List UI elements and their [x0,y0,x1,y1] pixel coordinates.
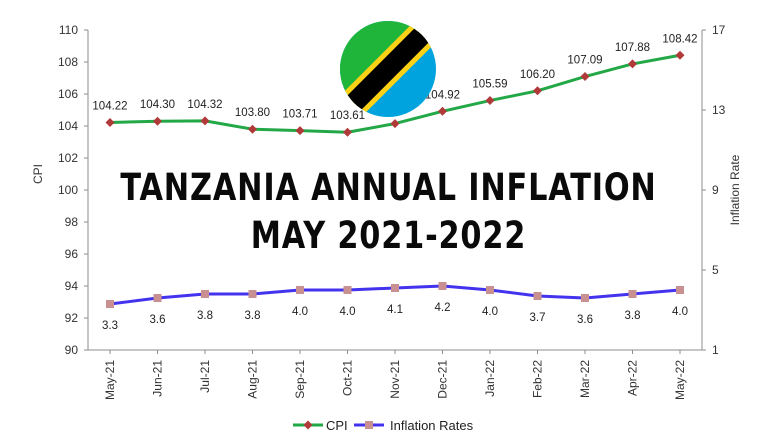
cpi-point [105,117,115,127]
chart-axes [84,29,706,354]
y-tick-label: 92 [65,311,79,325]
cpi-data-label: 104.92 [425,89,460,101]
y-tick-label: 90 [65,343,79,357]
x-tick-label: Dec-21 [436,360,450,399]
inflation-data-label: 3.8 [197,310,213,322]
cpi-data-label: 107.88 [615,42,650,54]
y2-tick-label: 13 [712,103,726,117]
cpi-data-label: 103.61 [330,110,365,122]
cpi-point [628,59,637,69]
inflation-point [581,294,589,302]
x-tick-label: Apr-22 [626,360,640,396]
inflation-point [153,294,162,302]
x-tick-label: May-22 [673,360,687,400]
cpi-point [675,50,685,60]
inflation-data-label: 3.7 [530,312,546,324]
y-tick-label: 106 [58,87,78,101]
inflation-point [296,286,304,294]
cpi-point [580,72,590,82]
x-tick-label: Jun-21 [151,360,165,397]
x-tick-label: Feb-22 [531,360,545,398]
y-tick-label: 96 [65,247,79,261]
y-tick-label: 108 [58,55,78,69]
y-tick-label: 98 [65,215,79,229]
cpi-data-label: 103.71 [282,109,317,121]
inflation-data-label: 4.2 [435,302,451,314]
inflation-point [343,286,352,294]
cpi-data-label: 104.32 [187,99,222,111]
cpi-data-label: 104.22 [92,100,127,112]
inflation-data-label: 3.8 [245,310,261,322]
inflation-data-label: 3.6 [577,314,593,326]
y-tick-label: 104 [58,119,78,133]
inflation-data-label: 4.0 [672,306,688,318]
inflation-data-label: 3.8 [625,310,641,322]
inflation-data-label: 4.0 [340,306,356,318]
x-tick-label: Mar-22 [578,360,592,398]
series-markers [105,50,685,308]
legend-marker [365,421,373,429]
cpi-data-label: 103.80 [235,107,270,119]
inflation-data-label: 4.1 [387,304,403,316]
inflation-data-label: 4.0 [482,306,498,318]
cpi-point [390,119,400,129]
y2-tick-label: 9 [712,183,719,197]
x-tick-label: Aug-21 [246,360,260,399]
cpi-data-label: 105.59 [472,79,507,91]
inflation-point [486,286,494,294]
y-tick-label: 100 [58,183,78,197]
y-tick-label: 102 [58,151,78,165]
cpi-point [485,96,495,106]
cpi-point [438,106,447,116]
cpi-data-label: 106.20 [520,69,555,81]
chart-legend: CPI Inflation Rates [293,418,474,433]
inflation-data-label: 4.0 [292,306,308,318]
cpi-data-label: 104.30 [140,99,175,111]
inflation-point [106,300,114,308]
cpi-data-label: 108.42 [662,33,697,45]
x-tick-label: Sep-21 [293,360,307,399]
cpi-point [200,116,210,126]
cpi-point [533,86,542,96]
y-tick-label: 94 [65,279,79,293]
cpi-data-label: 107.09 [567,55,602,67]
inflation-point [391,284,399,292]
x-tick-label: Nov-21 [388,360,402,399]
inflation-point [248,290,257,298]
inflation-data-label: 3.3 [102,320,118,332]
inflation-point [438,282,447,290]
y2-tick-label: 1 [712,343,719,357]
legend-label: Inflation Rates [390,418,474,433]
x-tick-label: Jul-21 [198,360,212,393]
inflation-point [676,286,684,294]
y2-tick-label: 5 [712,263,719,277]
inflation-point [201,290,209,298]
cpi-point [153,116,162,126]
x-tick-label: May-21 [103,360,117,400]
cpi-point [248,124,257,134]
data-labels: 104.22 104.30 104.32 103.80 103.71 103.61 104.… [92,33,697,332]
y-axis-title: CPI [31,164,45,184]
y-tick-label: 110 [59,23,78,37]
y2-axis-title: Inflation Rate [728,154,742,225]
x-tick-label: Jan-22 [483,360,497,397]
legend-marker [303,420,313,430]
legend-label: CPI [326,418,348,433]
y2-tick-label: 17 [712,23,726,37]
x-tick-label: Oct-21 [341,360,355,396]
inflation-data-label: 3.6 [150,314,166,326]
tick-labels: 90 92 94 96 98 100 102 104 106 108 110 1 5 9 13 17 May-2… [58,23,726,400]
inflation-point [628,290,637,298]
cpi-point [343,127,352,137]
inflation-point [533,292,542,300]
cpi-point [295,126,305,136]
